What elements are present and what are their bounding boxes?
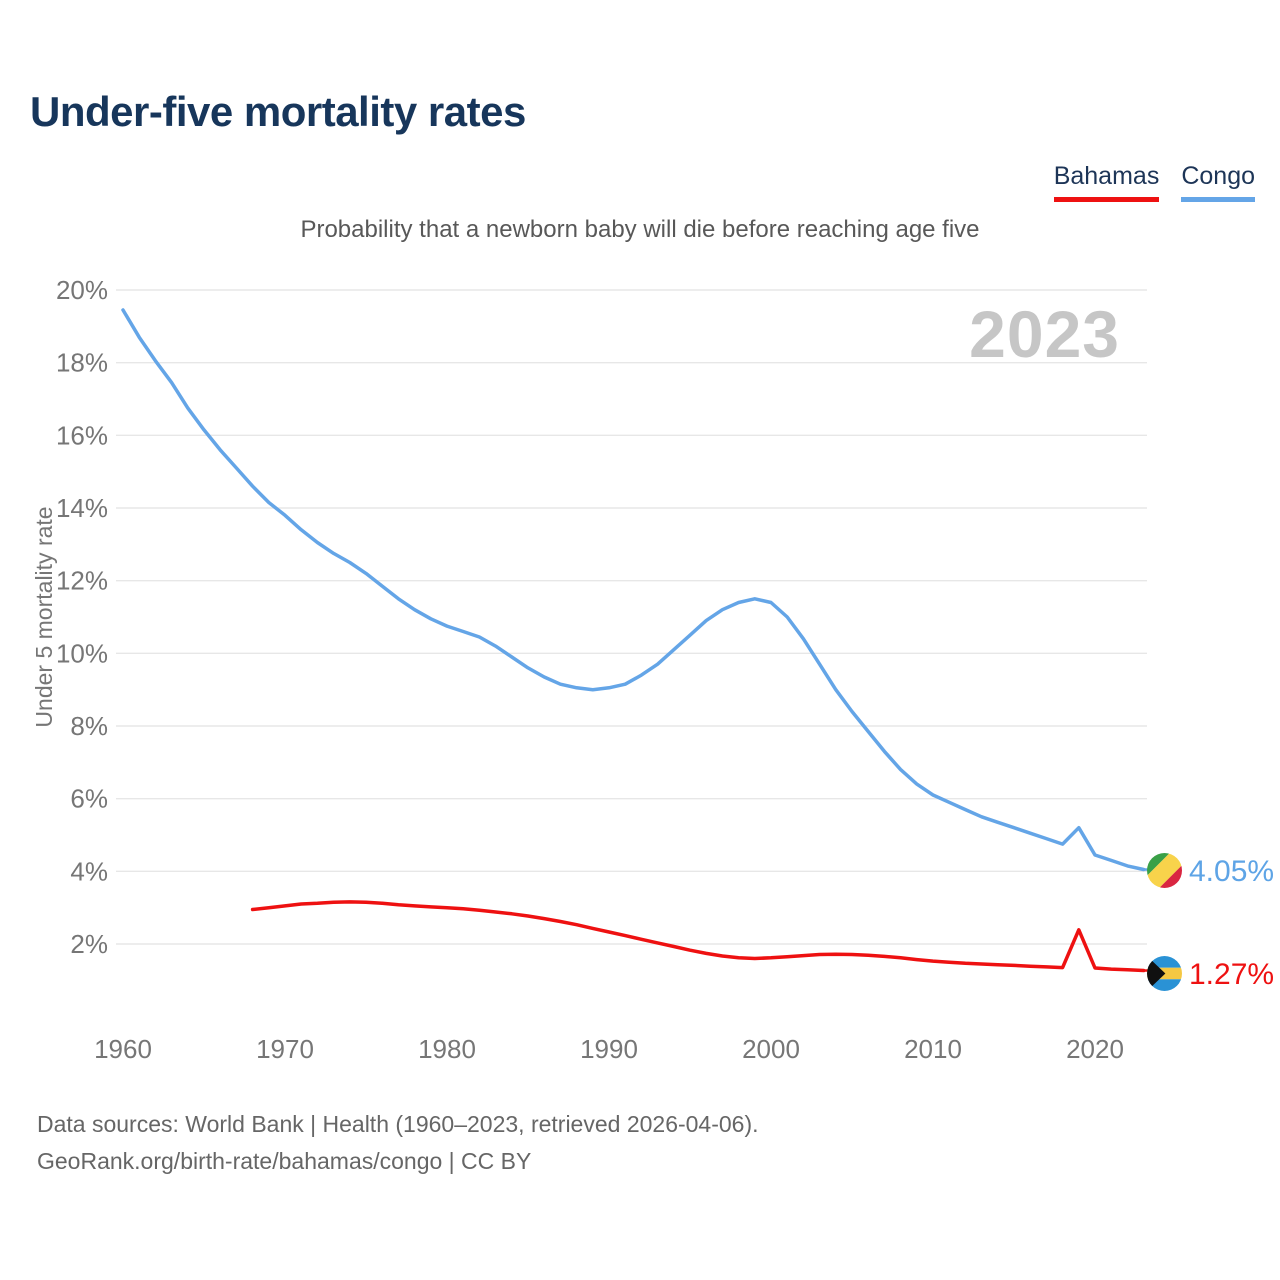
bahamas-line	[250, 900, 1146, 973]
x-tick-label: 1990	[580, 1034, 638, 1064]
congo-value-label: 4.05%	[1189, 855, 1275, 888]
y-tick-label: 20%	[56, 275, 108, 305]
legend-item-bahamas[interactable]: Bahamas	[1053, 162, 1160, 202]
bahamas-value-label: 1.27%	[1189, 958, 1275, 991]
congo-flag-icon	[1147, 853, 1182, 888]
x-tick-label: 2000	[742, 1034, 800, 1064]
y-tick-label: 16%	[56, 420, 108, 450]
x-tick-label: 2020	[1066, 1034, 1124, 1064]
chart-subtitle: Probability that a newborn baby will die…	[300, 216, 980, 243]
legend: Bahamas Congo	[1053, 162, 1255, 202]
y-tick-label: 10%	[56, 638, 108, 668]
x-tick-label: 2010	[904, 1034, 962, 1064]
footer-attribution: GeoRank.org/birth-rate/bahamas/congo | C…	[37, 1148, 532, 1174]
y-tick-label: 4%	[70, 856, 108, 886]
y-tick-label: 6%	[70, 784, 108, 814]
legend-item-congo[interactable]: Congo	[1181, 162, 1255, 202]
x-tick-label: 1960	[94, 1034, 152, 1064]
page-title: Under-five mortality rates	[30, 88, 526, 135]
congo-line	[121, 308, 1146, 872]
y-tick-label: 18%	[56, 348, 108, 378]
chart-year-watermark: 2023	[969, 297, 1120, 371]
y-tick-label: 8%	[70, 711, 108, 741]
footer: Data sources: World Bank | Health (1960–…	[37, 1106, 759, 1180]
y-tick-label: 2%	[70, 929, 108, 959]
y-tick-label: 12%	[56, 566, 108, 596]
footer-data-sources: Data sources: World Bank | Health (1960–…	[37, 1111, 759, 1137]
x-tick-label: 1980	[418, 1034, 476, 1064]
bahamas-flag-icon	[1147, 956, 1182, 991]
x-tick-label: 1970	[256, 1034, 314, 1064]
y-tick-label: 14%	[56, 493, 108, 523]
y-axis-title: Under 5 mortality rate	[31, 506, 57, 727]
